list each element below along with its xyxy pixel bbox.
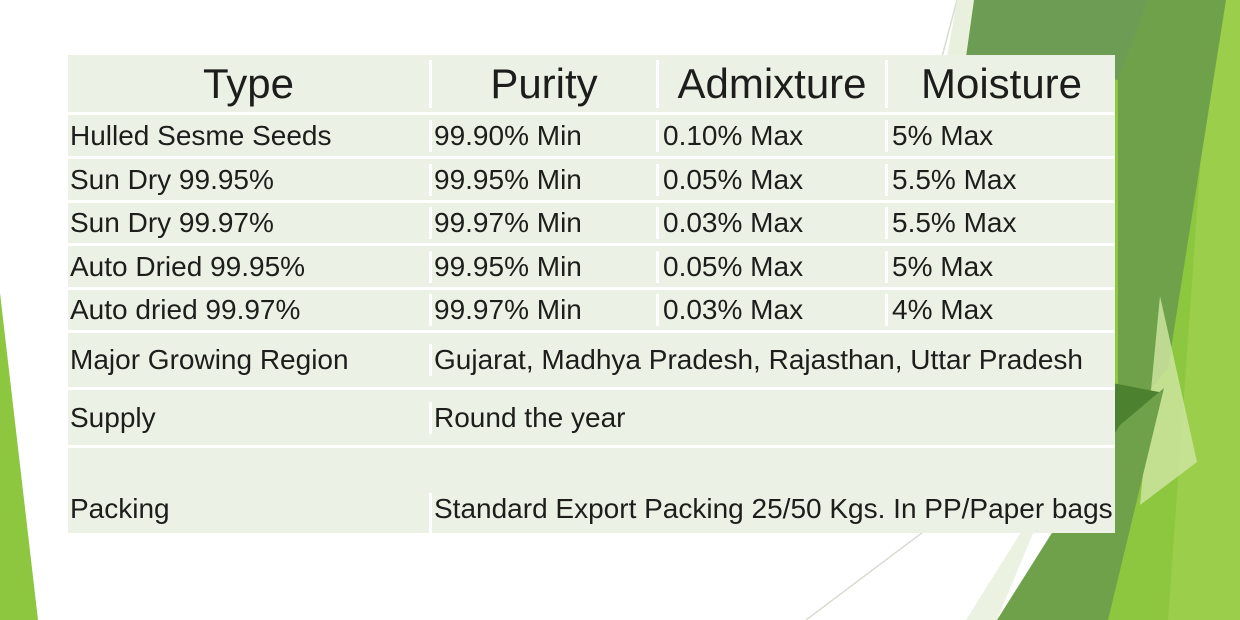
faint-diagonal-line-top-decoration xyxy=(941,0,958,58)
cell-moisture: 4% Max xyxy=(885,294,1115,326)
cell-purity: 99.97% Min xyxy=(429,207,656,239)
cell-purity: 99.95% Min xyxy=(429,163,656,196)
right-pale-highlight-triangle-decoration xyxy=(1140,296,1197,505)
cell-purity: 99.90% Min xyxy=(429,119,656,152)
table-row: Sun Dry 99.95% 99.95% Min 0.05% Max 5.5%… xyxy=(68,159,1115,203)
cell-admixture: 0.05% Max xyxy=(656,250,885,283)
top-right-pale-sliver-decoration xyxy=(947,0,974,57)
info-value: Standard Export Packing 25/50 Kgs. In PP… xyxy=(429,493,1115,533)
cell-type: Sun Dry 99.97% xyxy=(70,207,274,238)
header-purity: Purity xyxy=(429,59,656,108)
cell-purity: 99.97% Min xyxy=(429,294,656,326)
cell-admixture: 0.03% Max xyxy=(656,207,885,239)
table-row: Auto Dried 99.95% 99.95% Min 0.05% Max 5… xyxy=(68,246,1115,290)
cell-type: Hulled Sesme Seeds xyxy=(70,119,332,151)
table-header-row: Type Purity Admixture Moisture xyxy=(68,55,1115,115)
right-dark-wedge-decoration xyxy=(1118,0,1226,430)
table-row: Sun Dry 99.97% 99.97% Min 0.03% Max 5.5%… xyxy=(68,203,1115,246)
cell-moisture: 5% Max xyxy=(885,119,1115,152)
table-row: Auto dried 99.97% 99.97% Min 0.03% Max 4… xyxy=(68,290,1115,333)
spec-table: Type Purity Admixture Moisture Hulled Se… xyxy=(68,55,1115,533)
table-row-packing: Packing Standard Export Packing 25/50 Kg… xyxy=(68,448,1115,533)
info-value: Gujarat, Madhya Pradesh, Rajasthan, Utta… xyxy=(429,344,1115,376)
info-label: Packing xyxy=(70,493,170,524)
info-label: Supply xyxy=(70,401,156,433)
cell-moisture: 5.5% Max xyxy=(885,207,1115,239)
cell-type: Sun Dry 99.95% xyxy=(70,163,274,195)
header-admixture: Admixture xyxy=(656,59,885,108)
table-row-growing-region: Major Growing Region Gujarat, Madhya Pra… xyxy=(68,333,1115,390)
cell-moisture: 5.5% Max xyxy=(885,163,1115,196)
header-type: Type xyxy=(202,59,295,107)
cell-admixture: 0.10% Max xyxy=(656,119,885,152)
cell-type: Auto dried 99.97% xyxy=(70,294,301,325)
cell-type: Auto Dried 99.95% xyxy=(70,250,306,282)
table-row-supply: Supply Round the year xyxy=(68,390,1115,448)
info-label: Major Growing Region xyxy=(70,344,349,375)
cell-admixture: 0.03% Max xyxy=(656,294,885,326)
bottom-left-triangle-decoration xyxy=(0,293,38,620)
header-moisture: Moisture xyxy=(885,59,1115,108)
cell-moisture: 5% Max xyxy=(885,250,1115,283)
info-value: Round the year xyxy=(429,401,1115,434)
cell-purity: 99.95% Min xyxy=(429,250,656,283)
cell-admixture: 0.05% Max xyxy=(656,163,885,196)
table-row: Hulled Sesme Seeds 99.90% Min 0.10% Max … xyxy=(68,115,1115,159)
